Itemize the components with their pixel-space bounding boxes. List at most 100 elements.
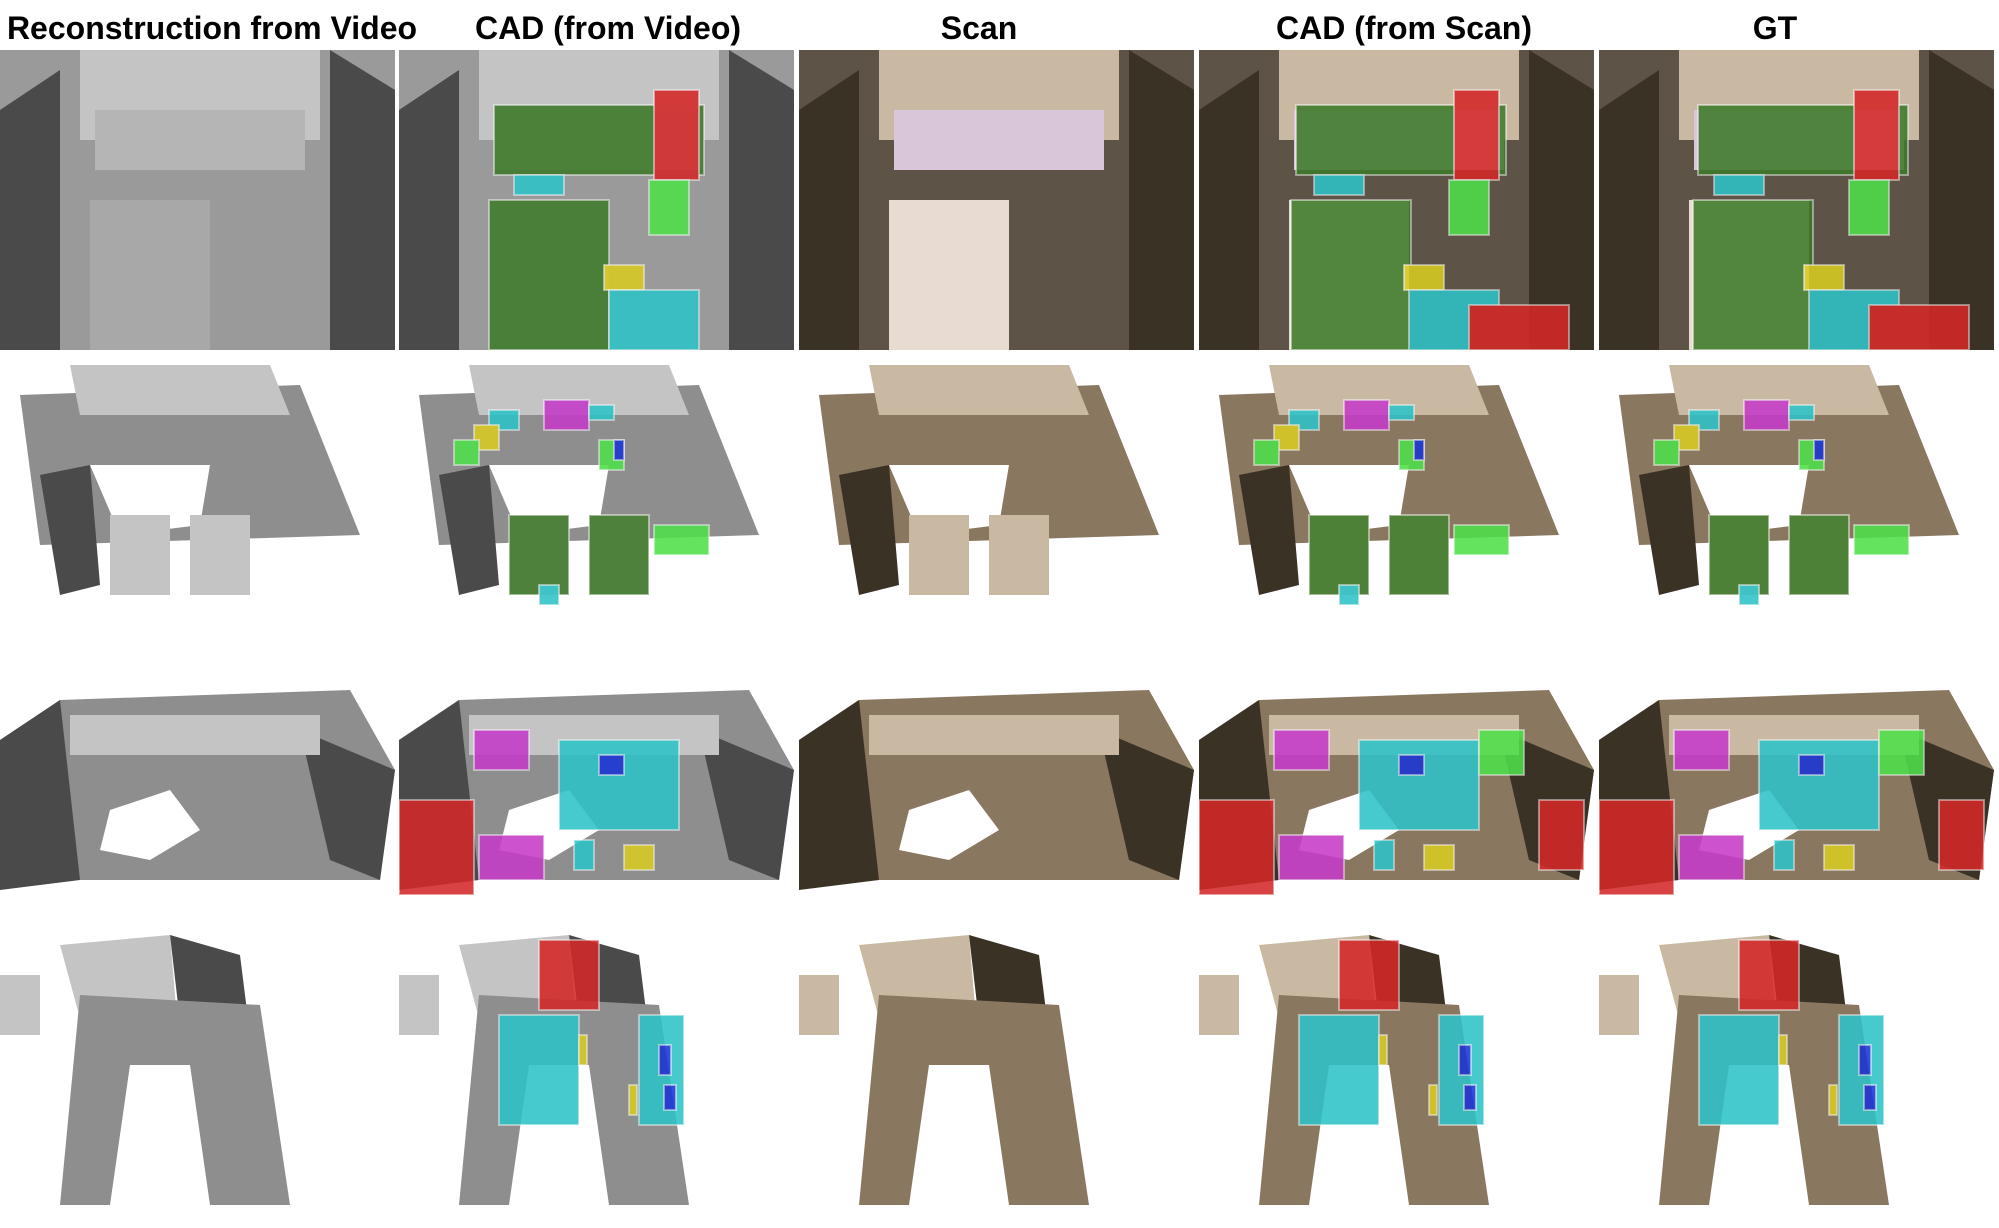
bin-box <box>1253 439 1280 466</box>
bed-box <box>1290 199 1412 350</box>
scene-render <box>1199 50 1594 350</box>
table-box <box>1713 174 1765 196</box>
scene-render <box>399 50 794 350</box>
cabinet-box <box>1938 799 1985 871</box>
scene-render <box>419 365 759 606</box>
scene-render <box>399 935 689 1205</box>
cabinet-box <box>399 799 475 896</box>
scene-render <box>399 690 794 896</box>
panel-cad_scan-scene-2 <box>1199 355 1594 645</box>
bed-box <box>508 514 570 596</box>
panel-cad_scan-scene-1 <box>1199 50 1594 350</box>
panel-cad_video-scene-2 <box>399 355 794 645</box>
column-header-recon: Reconstruction from Video <box>6 10 418 46</box>
panel-scan-scene-1 <box>799 50 1194 350</box>
monitor-box <box>1413 439 1425 461</box>
bed-box <box>588 514 650 596</box>
column-header-cad_scan: CAD (from Scan) <box>1275 10 1533 46</box>
cabinet-box <box>1338 939 1400 1011</box>
monitor-box <box>613 439 625 461</box>
table-box <box>1698 1014 1780 1126</box>
table-box <box>1298 1014 1380 1126</box>
cabinet-box <box>1453 89 1500 181</box>
scene-render <box>20 365 360 595</box>
sofa-box <box>1743 399 1790 431</box>
monitor-box <box>663 1084 677 1111</box>
table-box <box>608 289 700 350</box>
bed-box <box>1788 514 1850 596</box>
cabinet-box <box>538 939 600 1011</box>
table-box <box>1313 174 1365 196</box>
scene-render <box>799 50 1194 350</box>
bin-box <box>1853 524 1910 556</box>
panel-scan-scene-4 <box>799 935 1194 1215</box>
chair-box <box>1778 1034 1788 1066</box>
bed-box <box>1388 514 1450 596</box>
panel-recon-scene-3 <box>0 680 395 910</box>
panel-cad_video-scene-3 <box>399 680 794 910</box>
panel-scan-scene-3 <box>799 680 1194 910</box>
sofa-box <box>1273 729 1330 771</box>
table-box <box>1758 739 1880 831</box>
panel-scan-scene-2 <box>799 355 1194 645</box>
panel-recon-scene-4 <box>0 935 395 1215</box>
table-box <box>538 584 560 606</box>
cabinet-box <box>1538 799 1585 871</box>
chair-box <box>1403 264 1445 291</box>
chair-box <box>1823 844 1855 871</box>
sofa-box <box>1343 399 1390 431</box>
scene-render <box>0 690 395 890</box>
panel-gt-scene-1 <box>1599 50 1994 350</box>
scene-render <box>0 50 395 350</box>
bin-box <box>1448 179 1490 236</box>
scene-render <box>1199 935 1489 1205</box>
scene-render <box>1599 690 1994 896</box>
scene-render <box>819 365 1159 595</box>
monitor-box <box>1798 754 1825 776</box>
table-box <box>1773 839 1795 871</box>
cabinet-box <box>1468 304 1570 350</box>
bin-box <box>598 439 625 471</box>
chair-box <box>1378 1034 1388 1066</box>
chair-box <box>623 844 655 871</box>
bed-box <box>1308 514 1370 596</box>
panel-recon-scene-2 <box>0 355 395 645</box>
table-box <box>1358 739 1480 831</box>
chair-box <box>578 1034 588 1066</box>
scene-render <box>1619 365 1959 606</box>
chair-box <box>603 264 645 291</box>
table-box <box>498 1014 580 1126</box>
bin-box <box>453 439 480 466</box>
cabinet-box <box>1199 799 1275 896</box>
sofa-box <box>478 834 545 881</box>
bin-box <box>648 179 690 236</box>
panel-cad_scan-scene-4 <box>1199 935 1594 1215</box>
panel-cad_video-scene-1 <box>399 50 794 350</box>
panel-recon-scene-1 <box>0 50 395 350</box>
scene-render <box>0 935 290 1205</box>
chair-box <box>1803 264 1845 291</box>
chair-box <box>1828 1084 1838 1116</box>
table-box <box>513 174 565 196</box>
monitor-box <box>1863 1084 1877 1111</box>
bin-box <box>1878 729 1925 776</box>
table-box <box>1338 584 1360 606</box>
column-header-scan: Scan <box>940 10 1018 46</box>
cabinet-box <box>1599 799 1675 896</box>
monitor-box <box>1463 1084 1477 1111</box>
monitor-box <box>1813 439 1825 461</box>
monitor-box <box>598 754 625 776</box>
table-box <box>1788 404 1815 421</box>
sofa-box <box>543 399 590 431</box>
cabinet-box <box>1868 304 1970 350</box>
panel-cad_video-scene-4 <box>399 935 794 1215</box>
scene-render <box>1599 935 1889 1205</box>
panel-gt-scene-3 <box>1599 680 1994 910</box>
column-header-gt: GT <box>1752 10 1798 46</box>
monitor-box <box>658 1044 672 1076</box>
column-header-cad_video: CAD (from Video) <box>474 10 742 46</box>
bin-box <box>1653 439 1680 466</box>
chair-box <box>473 424 500 451</box>
sofa-box <box>1678 834 1745 881</box>
